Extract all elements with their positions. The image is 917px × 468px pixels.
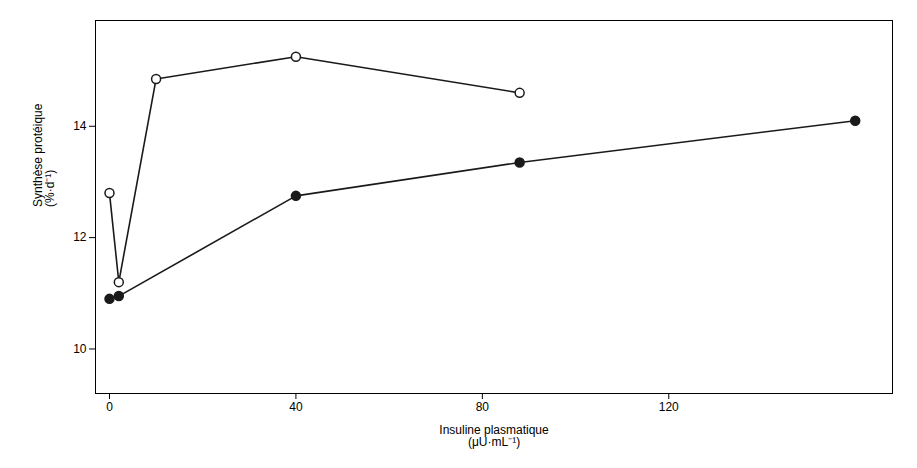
svg-text:14: 14 (73, 119, 87, 133)
svg-text:0: 0 (106, 400, 113, 414)
svg-text:120: 120 (659, 400, 679, 414)
svg-text:12: 12 (73, 230, 87, 244)
svg-text:Insuline plasmatique(μU·mL⁻¹): Insuline plasmatique(μU·mL⁻¹) (439, 423, 549, 449)
svg-text:80: 80 (476, 400, 490, 414)
svg-text:10: 10 (73, 342, 87, 356)
svg-text:Synthèse protéique(%·d⁻¹): Synthèse protéique(%·d⁻¹) (31, 103, 57, 207)
svg-text:40: 40 (289, 400, 303, 414)
